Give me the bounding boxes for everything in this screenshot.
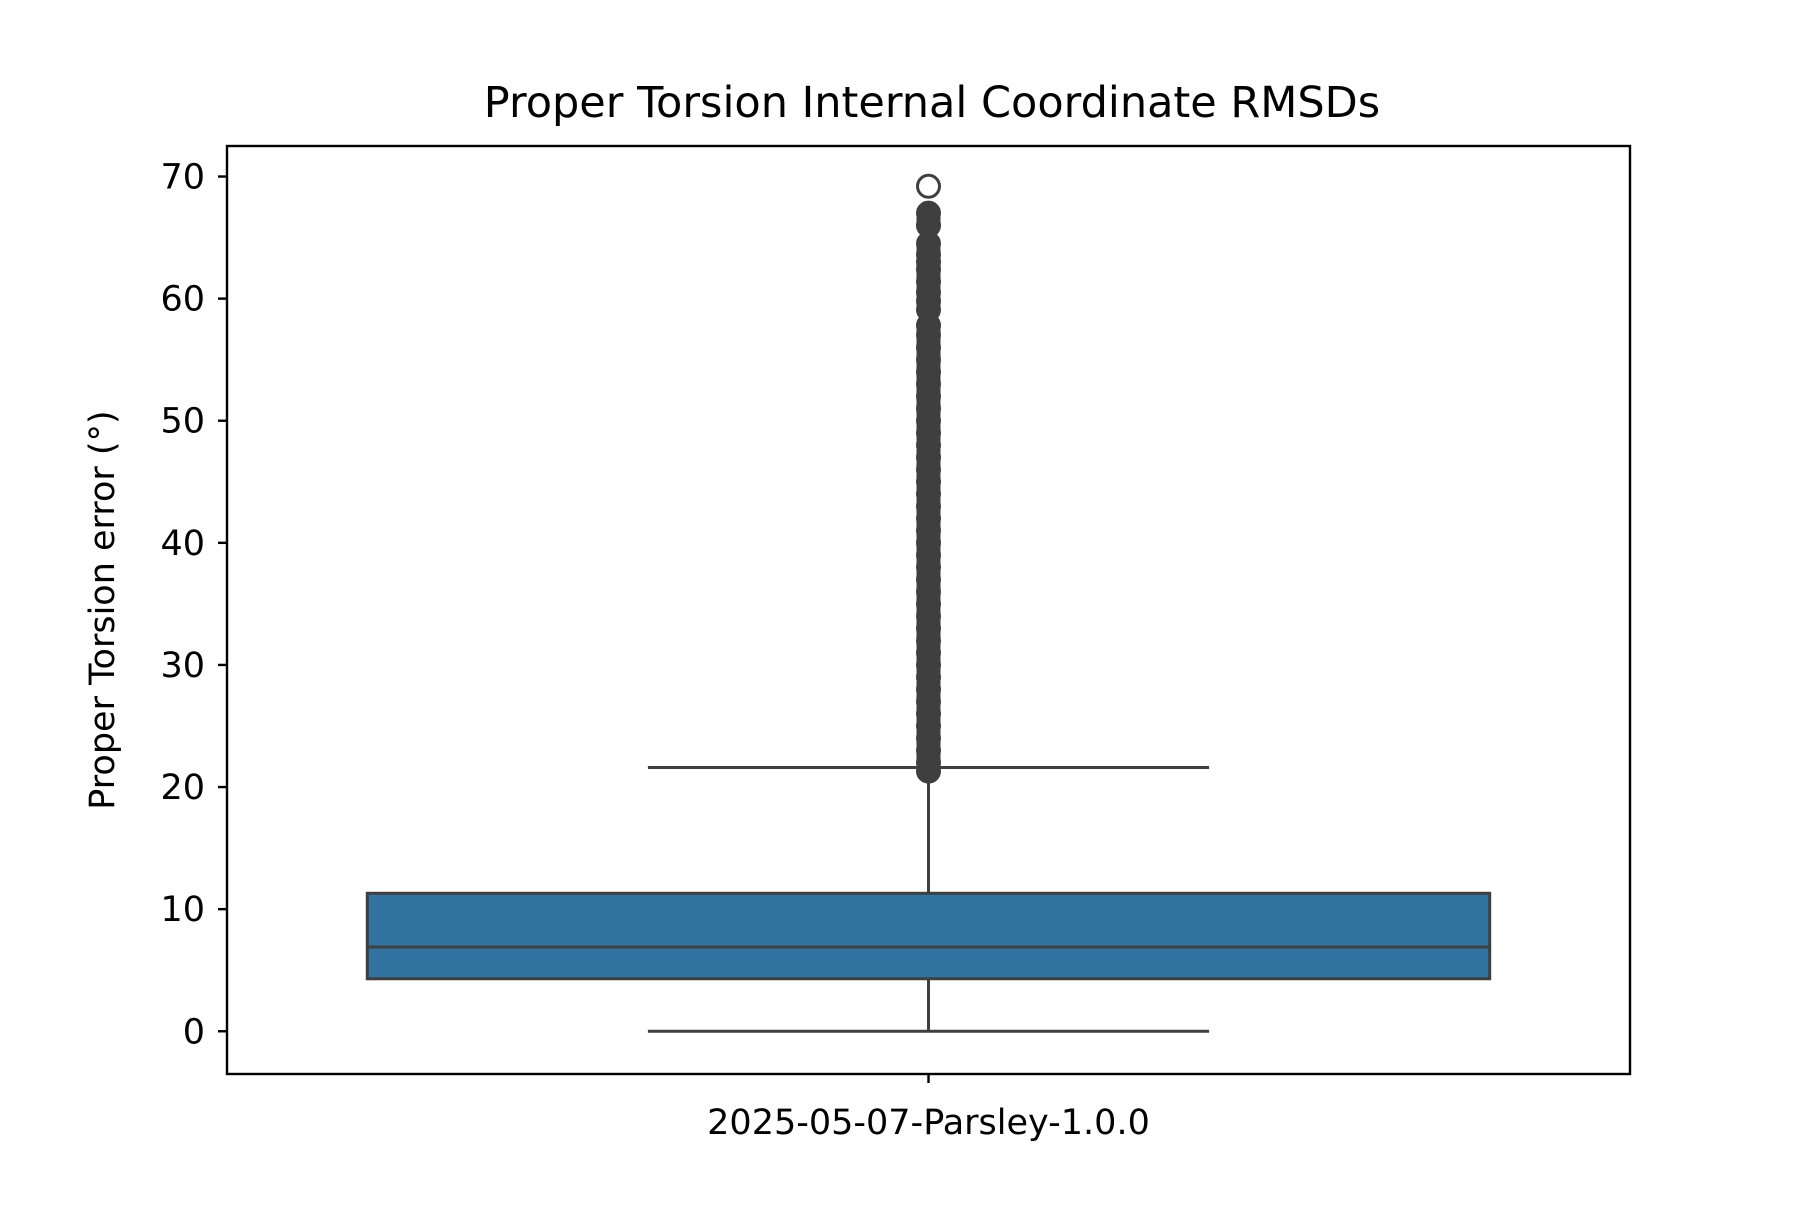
- y-tick-label-20: 20: [160, 768, 205, 808]
- outlier-point: [916, 432, 941, 458]
- outlier-point: [916, 408, 941, 434]
- outlier-point: [916, 518, 941, 544]
- outlier-point: [916, 652, 941, 678]
- outlier-point: [916, 542, 941, 568]
- outlier-point: [916, 676, 941, 702]
- outlier-point: [916, 457, 941, 483]
- outlier-point: [916, 664, 941, 690]
- outlier-point: [916, 713, 941, 739]
- outlier-point: [916, 200, 941, 226]
- outlier-point: [916, 312, 941, 338]
- iqr-box: [365, 891, 1492, 981]
- outlier-point: [916, 566, 941, 592]
- outlier-point: [916, 231, 941, 257]
- outlier-point: [916, 628, 941, 654]
- outlier-point: [916, 242, 941, 268]
- outlier-point: [916, 383, 941, 409]
- plot-frame: [225, 144, 1632, 1076]
- outlier-point: [916, 322, 941, 348]
- y-tick-label-70: 70: [160, 158, 205, 198]
- outlier-point: [916, 640, 941, 666]
- outlier-point: [916, 554, 941, 580]
- outlier-group: [916, 173, 941, 784]
- y-tick-label-60: 60: [160, 280, 205, 320]
- outlier-point: [916, 359, 941, 385]
- outlier-point: [916, 481, 941, 507]
- outlier-point: [916, 737, 941, 763]
- outlier-point: [916, 212, 941, 238]
- outlier-point: [916, 297, 941, 323]
- y-tick-label-0: 0: [183, 1012, 205, 1052]
- outlier-point: [916, 615, 941, 641]
- outlier-point: [916, 396, 941, 422]
- outlier-point: [916, 579, 941, 605]
- outlier-point: [916, 725, 941, 751]
- y-tick-label-40: 40: [160, 524, 205, 564]
- outlier-point: [916, 256, 941, 282]
- outlier-point: [916, 269, 941, 295]
- outlier-point: [916, 591, 941, 617]
- chart-title: Proper Torsion Internal Coordinate RMSDs: [484, 78, 1380, 128]
- outlier-point: [916, 469, 941, 495]
- outlier-point: [916, 444, 941, 470]
- y-tick-label-50: 50: [160, 402, 205, 442]
- outlier-point: [916, 173, 941, 199]
- outlier-point: [916, 347, 941, 373]
- outlier-point: [916, 371, 941, 397]
- outlier-point: [916, 530, 941, 556]
- outlier-point: [916, 288, 941, 314]
- y-tick-label-10: 10: [160, 890, 205, 930]
- y-axis-label: Proper Torsion error (°): [83, 410, 123, 809]
- outlier-point: [916, 505, 941, 531]
- y-tick-label-30: 30: [160, 646, 205, 686]
- outlier-point: [916, 603, 941, 629]
- outlier-point: [916, 493, 941, 519]
- x-tick-label-0: 2025-05-07-Parsley-1.0.0: [707, 1103, 1150, 1143]
- plot-area: 0 10 20 30 40 50 60 70 2025-05-07-Parsley-1.0.0: [160, 158, 1492, 1143]
- outlier-point: [916, 689, 941, 715]
- outlier-point: [916, 420, 941, 446]
- outlier-point: [916, 750, 941, 776]
- outlier-point: [916, 249, 941, 275]
- outlier-point: [916, 701, 941, 727]
